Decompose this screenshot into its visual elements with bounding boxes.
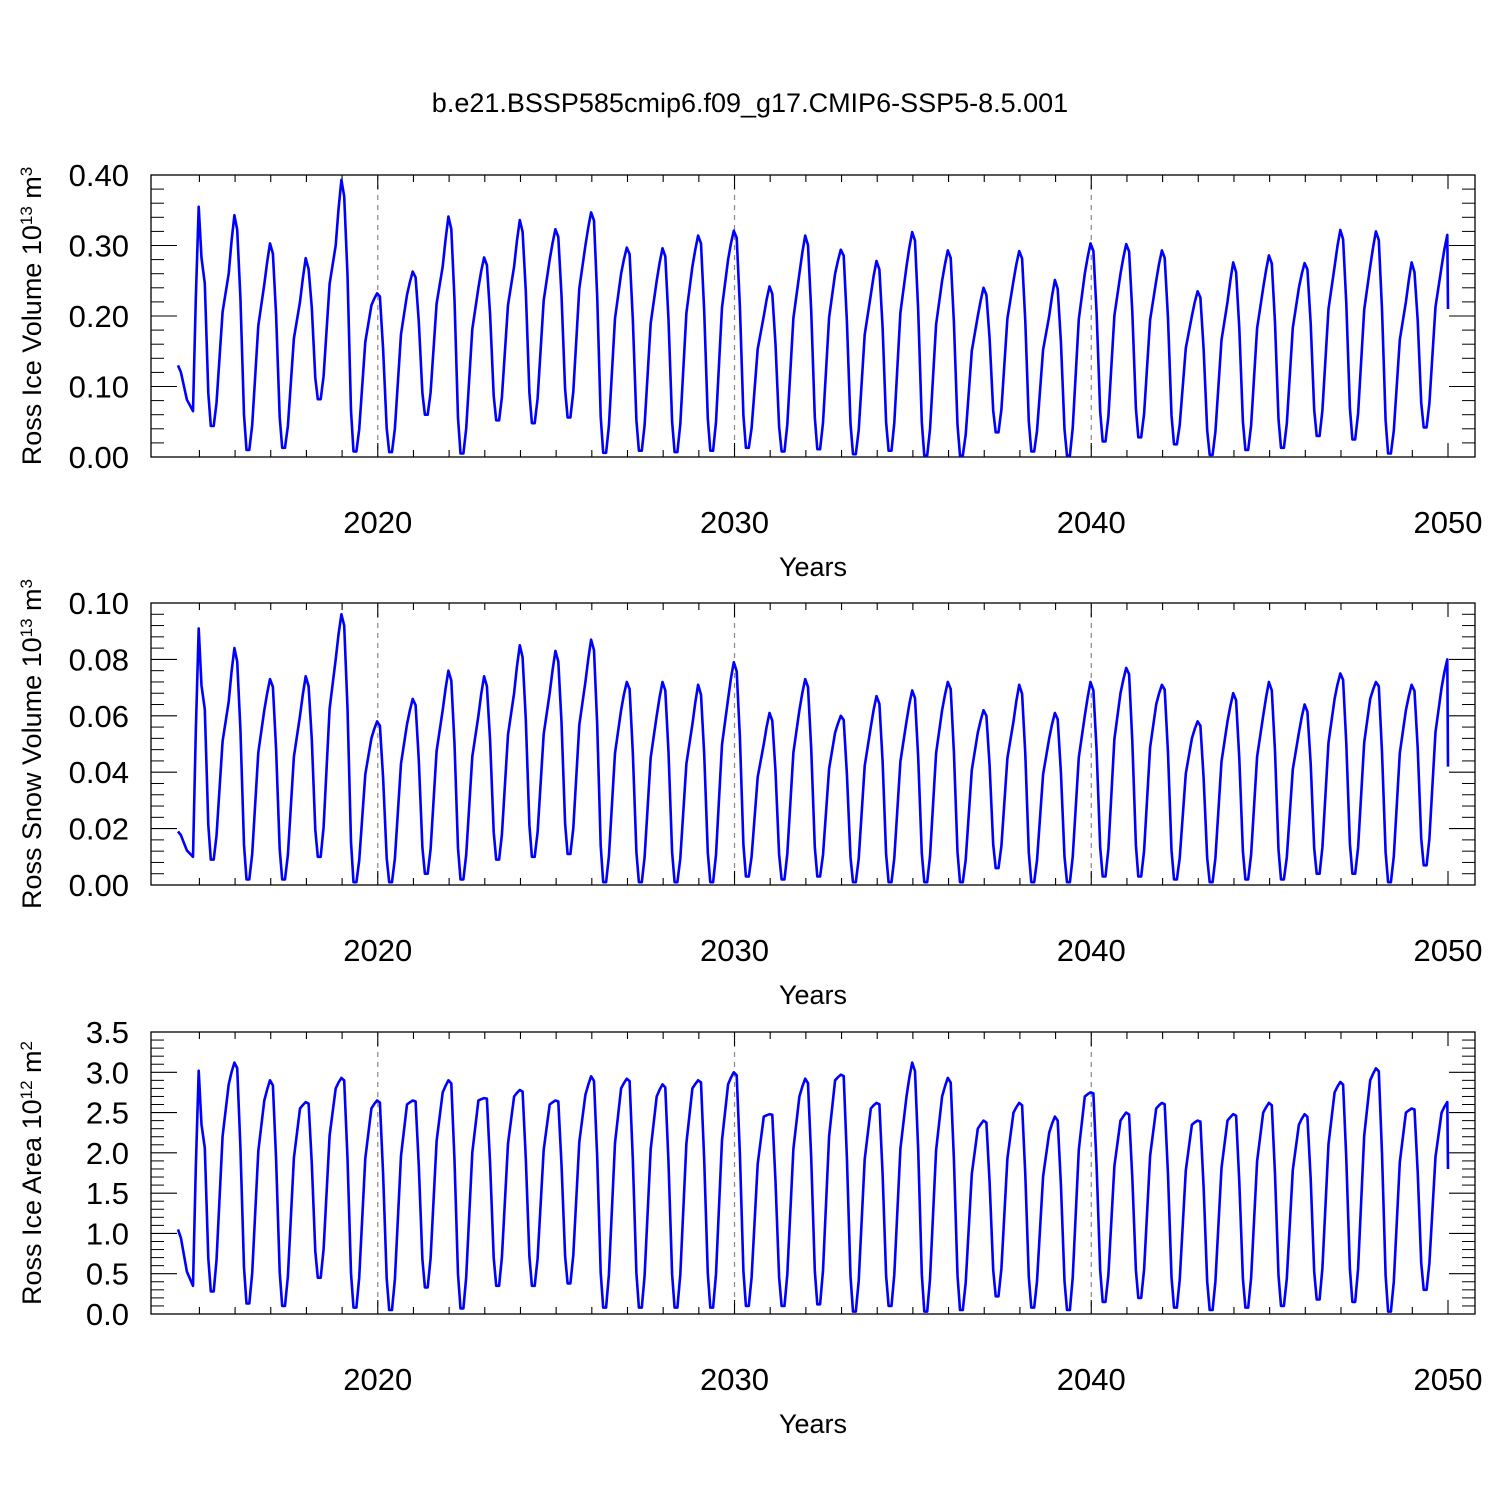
y-tick-label: 3.5 (86, 1015, 129, 1050)
x-tick-label: 2040 (1057, 1362, 1126, 1397)
y-tick-label: 0.10 (69, 370, 129, 405)
y-tick-label: 0.00 (69, 440, 129, 475)
y-tick-label: 0.40 (69, 158, 129, 193)
y-axis-label: Ross Ice Volume 1013 m3 (17, 167, 47, 466)
y-axis-label: Ross Snow Volume 1013 m3 (17, 579, 47, 909)
y-tick-label: 2.5 (86, 1096, 129, 1131)
x-tick-label: 2030 (700, 1362, 769, 1397)
y-tick-label: 0.20 (69, 299, 129, 334)
x-tick-label: 2030 (700, 933, 769, 968)
y-tick-label: 0.5 (86, 1257, 129, 1292)
x-tick-label: 2040 (1057, 933, 1126, 968)
x-axis-label: Years (779, 980, 847, 1010)
y-tick-label: 2.0 (86, 1136, 129, 1171)
panel-3: 2020 2030 2040 2050 0.0 0.5 1.0 1.5 2.0 2.5 3.0 3.5… (17, 1015, 1483, 1439)
x-axis-label: Years (779, 552, 847, 582)
x-tick-label: 2020 (343, 933, 412, 968)
series-line (176, 1061, 1450, 1313)
y-tick-label: 0.10 (69, 586, 129, 621)
y-tick-label: 0.30 (69, 229, 129, 264)
x-tick-label: 2020 (343, 1362, 412, 1397)
plot-frame (150, 1031, 1476, 1315)
y-tick-label: 0.00 (69, 868, 129, 903)
panels: 2020 2030 2040 2050 0.00 0.10 0.20 0.30 0.40 Year… (17, 158, 1483, 1439)
x-tick-label: 2050 (1414, 1362, 1483, 1397)
y-tick-label: 1.0 (86, 1216, 129, 1251)
y-tick-label: 0.06 (69, 699, 129, 734)
y-tick-label: 0.04 (69, 755, 129, 790)
x-tick-label: 2030 (700, 505, 769, 540)
series-line (176, 613, 1450, 884)
series-line (176, 178, 1450, 457)
x-tick-label: 2020 (343, 505, 412, 540)
x-tick-label: 2050 (1414, 505, 1483, 540)
y-tick-label: 0.08 (69, 642, 129, 677)
panel-1: 2020 2030 2040 2050 0.00 0.10 0.20 0.30 0.40 Year… (17, 158, 1483, 582)
y-tick-label: 0.02 (69, 812, 129, 847)
chart-title: b.e21.BSSP585cmip6.f09_g17.CMIP6-SSP5-8.… (432, 88, 1068, 118)
x-tick-label: 2040 (1057, 505, 1126, 540)
panel-2: 2020 2030 2040 2050 0.00 0.02 0.04 0.06 0.08 0.10… (17, 579, 1483, 1010)
y-tick-label: 3.0 (86, 1055, 129, 1090)
y-tick-label: 1.5 (86, 1176, 129, 1211)
plot-frame (150, 602, 1476, 886)
x-tick-label: 2050 (1414, 933, 1483, 968)
y-axis-label: Ross Ice Area 1012 m2 (17, 1041, 47, 1305)
y-tick-label: 0.0 (86, 1297, 129, 1332)
x-axis-label: Years (779, 1409, 847, 1439)
